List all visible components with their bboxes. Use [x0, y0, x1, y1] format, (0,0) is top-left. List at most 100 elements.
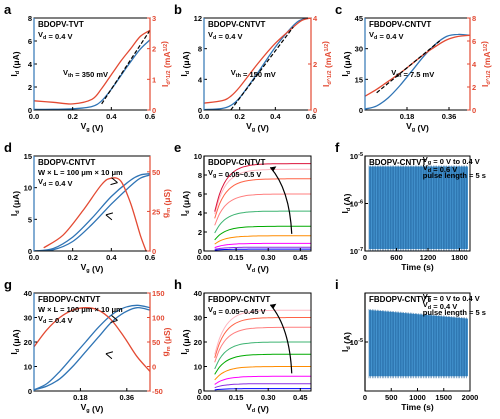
y2-tick-label: 0 — [472, 106, 476, 115]
x-tick-label: 0.00 — [197, 393, 212, 402]
output-curve-9 — [214, 163, 311, 212]
annotation-0: W × L = 100 μm × 10 μm — [38, 168, 123, 177]
x-tick-label: 1500 — [435, 393, 452, 402]
panel-e: e 0.00 0.15 0.30 0.45 0 2 4 6 8 10 Vd (V) Id (μA) BDO… — [174, 140, 312, 274]
x-tick-label: 0.0 — [29, 253, 39, 262]
output-curve-7 — [214, 317, 311, 358]
y2-tick-label: 2 — [472, 83, 476, 92]
output-curve-6 — [214, 326, 311, 363]
sweep-arrow-down — [105, 351, 114, 360]
y-tick-label: 8 — [198, 45, 202, 54]
output-curve-6 — [214, 193, 311, 226]
x-tick-label: 0.6 — [145, 253, 155, 262]
annotation-1: Vth = 150 mV — [231, 68, 276, 79]
y2-axis-label: Id^1/2 (mA1/2) — [479, 41, 492, 87]
y-tick-label: 10-6 — [350, 200, 363, 209]
output-curve-4 — [214, 225, 311, 241]
x-tick-label: 0.0 — [29, 112, 39, 121]
series-line-left-1 — [34, 304, 150, 391]
annotation-2: pulse length = 5 s — [423, 171, 486, 180]
panel-label: a — [4, 2, 12, 17]
panel-c: c 0.18 0.36 0 15 30 45 0 2 4 6 8 Vg (V) Id (μA) Id^1/2… — [335, 2, 492, 133]
x-axis-label: Time (s) — [401, 402, 434, 412]
y-tick-label: 15 — [355, 75, 363, 84]
panel-title: BDOPV-TVT — [38, 20, 84, 29]
y-tick-label: 0 — [359, 106, 363, 115]
y2-axis-label: gm (μS) — [160, 327, 172, 356]
sweep-arrow-up — [110, 315, 118, 323]
output-curve-1 — [214, 383, 311, 389]
y-tick-label: 2 — [28, 83, 32, 92]
output-curve-5 — [214, 341, 311, 370]
x-axis-label: Vg (V) — [406, 121, 429, 133]
x-tick-label: 1000 — [409, 393, 426, 402]
annotation-1: Vd = 0.6 V — [423, 163, 457, 174]
y2-tick-label: 4 — [313, 14, 318, 23]
y2-tick-label: 6 — [472, 37, 476, 46]
panel-g: g 0.18 0.36 0 10 20 30 40 -50 0 50 100 150 Vg (V) Id (… — [4, 277, 172, 414]
y2-tick-label: 0 — [152, 106, 156, 115]
series-line-right-1 — [365, 34, 470, 97]
plot-area — [214, 163, 311, 251]
sweep-arrow-up — [110, 177, 118, 186]
arrow-head — [270, 166, 277, 172]
y-tick-label: 20 — [24, 338, 32, 347]
x-tick-label: 1800 — [451, 253, 468, 262]
annotation-0: Vg = 0.05~0.45 V — [208, 305, 266, 316]
x-tick-label: 2000 — [462, 393, 479, 402]
x-tick-label: 0.15 — [229, 393, 244, 402]
y2-tick-label: 0 — [313, 106, 317, 115]
y2-tick-label: 25 — [152, 207, 160, 216]
y2-tick-label: 2 — [313, 60, 317, 69]
series-line-left-0 — [34, 174, 150, 251]
y-tick-label: 0 — [28, 106, 32, 115]
y-axis-label: Id (μA) — [340, 51, 352, 76]
output-curve-4 — [214, 353, 311, 375]
y2-tick-label: 4 — [472, 60, 477, 69]
y2-tick-label: 2 — [152, 45, 156, 54]
y-tick-label: 10-5 — [350, 338, 363, 347]
y-axis-label: Id (μA) — [9, 51, 21, 76]
plot-area — [368, 165, 468, 251]
y2-tick-label: 150 — [152, 289, 165, 298]
x-tick-label: 0.2 — [67, 253, 77, 262]
annotation-1: Vth = 7.5 mV — [391, 68, 434, 79]
y2-tick-label: 0 — [152, 363, 156, 372]
annotation-0: Vd = 0.4 V — [208, 30, 242, 41]
y-tick-label: 12 — [194, 14, 202, 23]
x-axis-label: Vd (V) — [246, 262, 269, 274]
output-curve-8 — [214, 168, 311, 215]
panel-f: f 0 600 1200 1800 10-7 10-6 10-5 Time (s) Id (A) B… — [335, 140, 486, 272]
x-tick-label: 0.4 — [106, 112, 117, 121]
y-tick-label: 30 — [194, 314, 202, 323]
y-tick-label: 6 — [28, 37, 32, 46]
y2-tick-label: 1 — [152, 75, 156, 84]
y-tick-label: 10-7 — [350, 247, 363, 256]
series-line-left-0 — [204, 18, 311, 110]
panel-i: i 0 500 1000 1500 2000 10-5 Time (s) Id (A) FBDOP… — [335, 277, 486, 412]
y-axis-label: Id (A) — [340, 332, 352, 352]
panel-title: FBDOPV-CNTVT — [369, 295, 431, 304]
y-axis-label: Id (μA) — [179, 191, 191, 216]
y-tick-label: 30 — [24, 314, 32, 323]
series-line-left-1 — [34, 173, 150, 251]
x-axis-label: Vd (V) — [246, 402, 269, 414]
y2-tick-label: 50 — [152, 168, 160, 177]
x-tick-label: 0.45 — [293, 393, 308, 402]
series-line-right-1 — [204, 18, 311, 104]
fit-dash-line — [230, 26, 294, 110]
x-tick-label: 0.4 — [270, 112, 281, 121]
x-tick-label: 0.6 — [306, 112, 316, 121]
arrow-shaft — [269, 304, 293, 374]
x-tick-label: 0.30 — [261, 253, 276, 262]
y2-tick-label: 50 — [152, 338, 160, 347]
annotation-1: Vd = 0.4 V — [423, 300, 457, 311]
output-curve-1 — [214, 246, 311, 250]
y2-axis-label: gm (μS) — [160, 189, 172, 218]
output-curve-3 — [214, 235, 311, 245]
series-line-left-0 — [365, 33, 470, 110]
x-tick-label: 0.00 — [197, 253, 212, 262]
panel-title: BDOPV-CNTVT — [369, 158, 426, 167]
output-curve-2 — [214, 242, 311, 249]
